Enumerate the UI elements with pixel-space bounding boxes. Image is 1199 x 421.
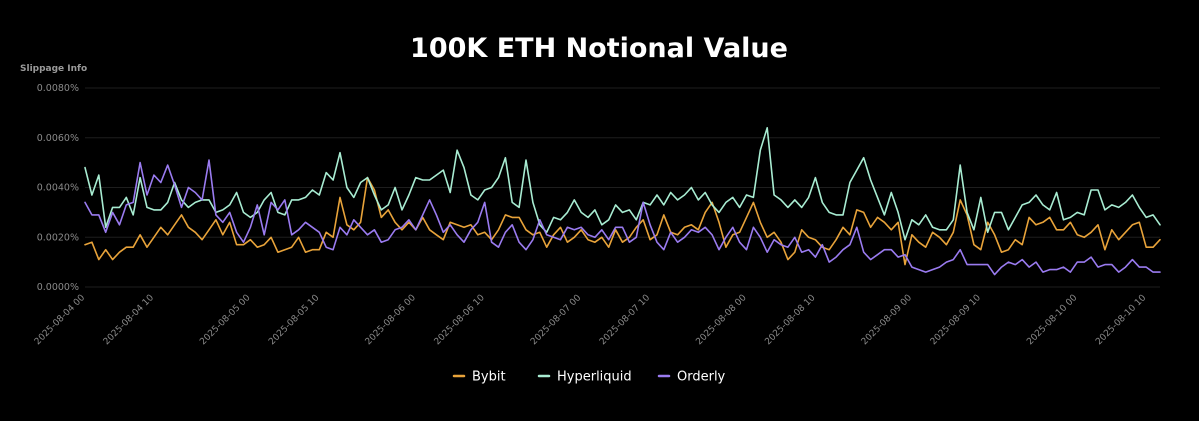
x-tick-label: 2025-08-09 00 (860, 293, 914, 347)
series-lines (84, 127, 1161, 276)
legend-item-hyperliquid: Hyperliquid (537, 370, 632, 385)
x-tick-label: 2025-08-06 10 (433, 293, 487, 347)
x-tick-label: 2025-08-05 10 (267, 293, 321, 347)
legend-label: Orderly (677, 370, 726, 385)
y-tick-label: 0.0060% (37, 133, 79, 144)
x-tick-label: 2025-08-09 10 (929, 293, 983, 347)
y-tick-label: 0.0040% (37, 183, 79, 194)
x-tick-label: 2025-08-08 10 (763, 293, 817, 347)
chart-title: 100K ETH Notional Value (410, 33, 788, 64)
series-line-hyperliquid (84, 127, 1161, 241)
x-tick-label: 2025-08-08 00 (694, 293, 748, 347)
x-axis-ticks: 2025-08-04 00 2025-08-04 10 2025-08-05 00 2… (33, 293, 1149, 347)
legend: Bybit Hyperliquid Orderly (452, 370, 726, 385)
x-tick-label: 2025-08-10 00 (1025, 293, 1079, 347)
series-line-bybit (84, 176, 1161, 266)
legend-label: Bybit (472, 370, 506, 385)
x-tick-label: 2025-08-04 10 (102, 293, 156, 347)
y-tick-label: 0.0020% (37, 232, 79, 243)
x-tick-label: 2025-08-04 00 (33, 293, 87, 347)
x-tick-label: 2025-08-10 10 (1094, 293, 1148, 347)
grid-lines (85, 87, 1160, 288)
x-tick-label: 2025-08-05 00 (198, 293, 252, 347)
x-tick-label: 2025-08-07 10 (598, 293, 652, 347)
x-tick-label: 2025-08-06 00 (364, 293, 418, 347)
series-line-orderly (84, 159, 1161, 276)
legend-item-orderly: Orderly (657, 370, 726, 385)
y-tick-label: 0.0080% (37, 83, 79, 94)
x-tick-label: 2025-08-07 00 (529, 293, 583, 347)
legend-label: Hyperliquid (557, 370, 632, 385)
y-axis-ticks: 0.0000% 0.0020% 0.0040% 0.0060% 0.0080% (37, 83, 79, 293)
legend-item-bybit: Bybit (452, 370, 506, 385)
y-tick-label: 0.0000% (37, 282, 79, 293)
y-axis-label: Slippage Info (20, 64, 87, 74)
